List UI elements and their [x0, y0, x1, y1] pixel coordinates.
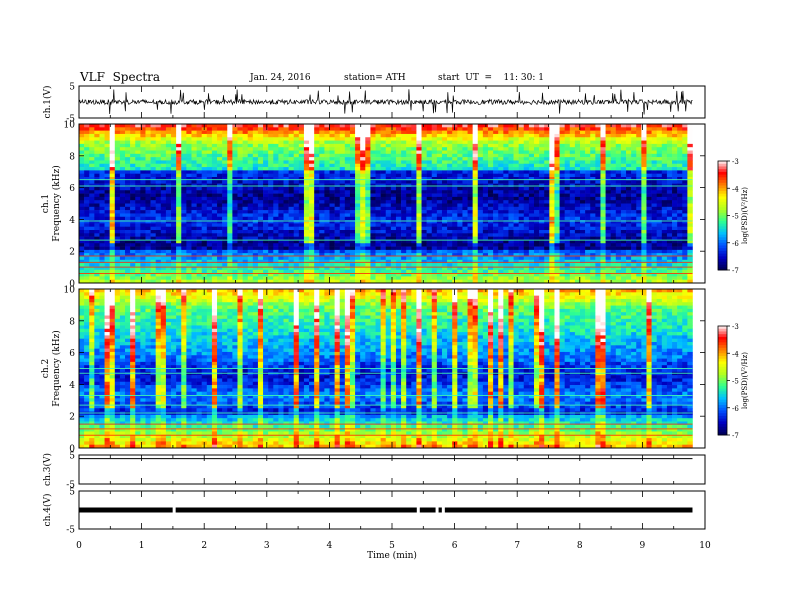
xtick-label: 4	[327, 541, 333, 551]
ch4-gap-2	[416, 507, 420, 513]
ytick-label: 10	[64, 286, 76, 296]
colorbar-tick-label: -6	[732, 240, 739, 248]
colorbar-tick-label: -7	[732, 432, 739, 440]
ch1-ylabel: ch.1(V)	[42, 86, 53, 119]
xtick-label: 2	[201, 541, 207, 551]
colorbar-label: log(PSD)(V²/Hz)	[741, 187, 749, 244]
ytick-label: 6	[69, 349, 75, 359]
ch2-spectrogram-ylabel-channel: ch.2	[41, 359, 51, 378]
chart-title: VLF Spectra	[80, 70, 161, 84]
colorbar-label: log(PSD)(V²/Hz)	[741, 352, 749, 409]
ch4-gap-3	[435, 507, 439, 513]
xtick-label: 10	[699, 541, 711, 551]
ytick-label: 8	[69, 152, 75, 162]
ytick-label: 10	[64, 121, 76, 131]
ch1-spectrogram-ylabel-channel: ch.1	[41, 194, 51, 213]
colorbar-ch1	[717, 160, 730, 271]
colorbar-tick-label: -3	[732, 158, 739, 166]
ytick-label: 4	[69, 381, 75, 391]
ch2-spectrogram-ylabel-quantity: Frequency (kHz)	[51, 330, 62, 407]
colorbar-tick-label: -3	[732, 323, 739, 331]
ch1-waveform-line	[78, 89, 693, 115]
xtick-label: 5	[389, 541, 395, 551]
xtick-label: 3	[264, 541, 270, 551]
colorbar-tick-label: -4	[732, 185, 739, 193]
ytick-label: 8	[69, 317, 75, 327]
ch3-ylabel: ch.3(V)	[42, 453, 53, 486]
ytick-label: 0	[69, 445, 75, 455]
ytick-label: 4	[69, 216, 75, 226]
xtick-label: 7	[514, 541, 520, 551]
date-label: Jan. 24, 2016	[250, 73, 311, 83]
spectrogram-ch2	[79, 289, 693, 449]
ch4-gap-4	[441, 507, 445, 513]
ytick-label: -5	[66, 481, 75, 491]
station-label: station= ATH	[344, 73, 406, 83]
ytick-label: 6	[69, 184, 75, 194]
ytick-label: 2	[69, 248, 75, 258]
spectrogram-ch1	[79, 124, 693, 284]
ch4-ylabel: ch.4(V)	[42, 494, 53, 527]
xtick-label: 8	[577, 541, 583, 551]
colorbar-tick-label: -6	[732, 405, 739, 413]
colorbar-ch2	[717, 325, 730, 436]
ch4-gap-1	[172, 507, 176, 513]
ytick-label: 0	[69, 280, 75, 290]
ytick-label: -5	[66, 115, 75, 125]
ytick-label: 2	[69, 413, 75, 423]
colorbar-tick-label: -5	[732, 378, 739, 386]
xtick-label: 0	[76, 541, 82, 551]
colorbar-tick-label: -4	[732, 350, 739, 358]
ytick-label: 5	[69, 488, 75, 498]
ytick-label: 5	[69, 452, 75, 462]
start-time-label: start UT = 11: 30: 1	[438, 73, 544, 83]
colorbar-tick-label: -5	[732, 213, 739, 221]
ytick-label: 5	[69, 83, 75, 93]
xtick-label: 1	[139, 541, 145, 551]
ytick-label: -5	[66, 526, 75, 536]
colorbar-tick-label: -7	[732, 267, 739, 275]
xtick-label: 6	[452, 541, 458, 551]
ch4-waveform-band	[79, 507, 693, 513]
xaxis-label: Time (min)	[367, 550, 417, 561]
xtick-label: 9	[640, 541, 646, 551]
ch1-spectrogram-ylabel-quantity: Frequency (kHz)	[51, 165, 62, 242]
